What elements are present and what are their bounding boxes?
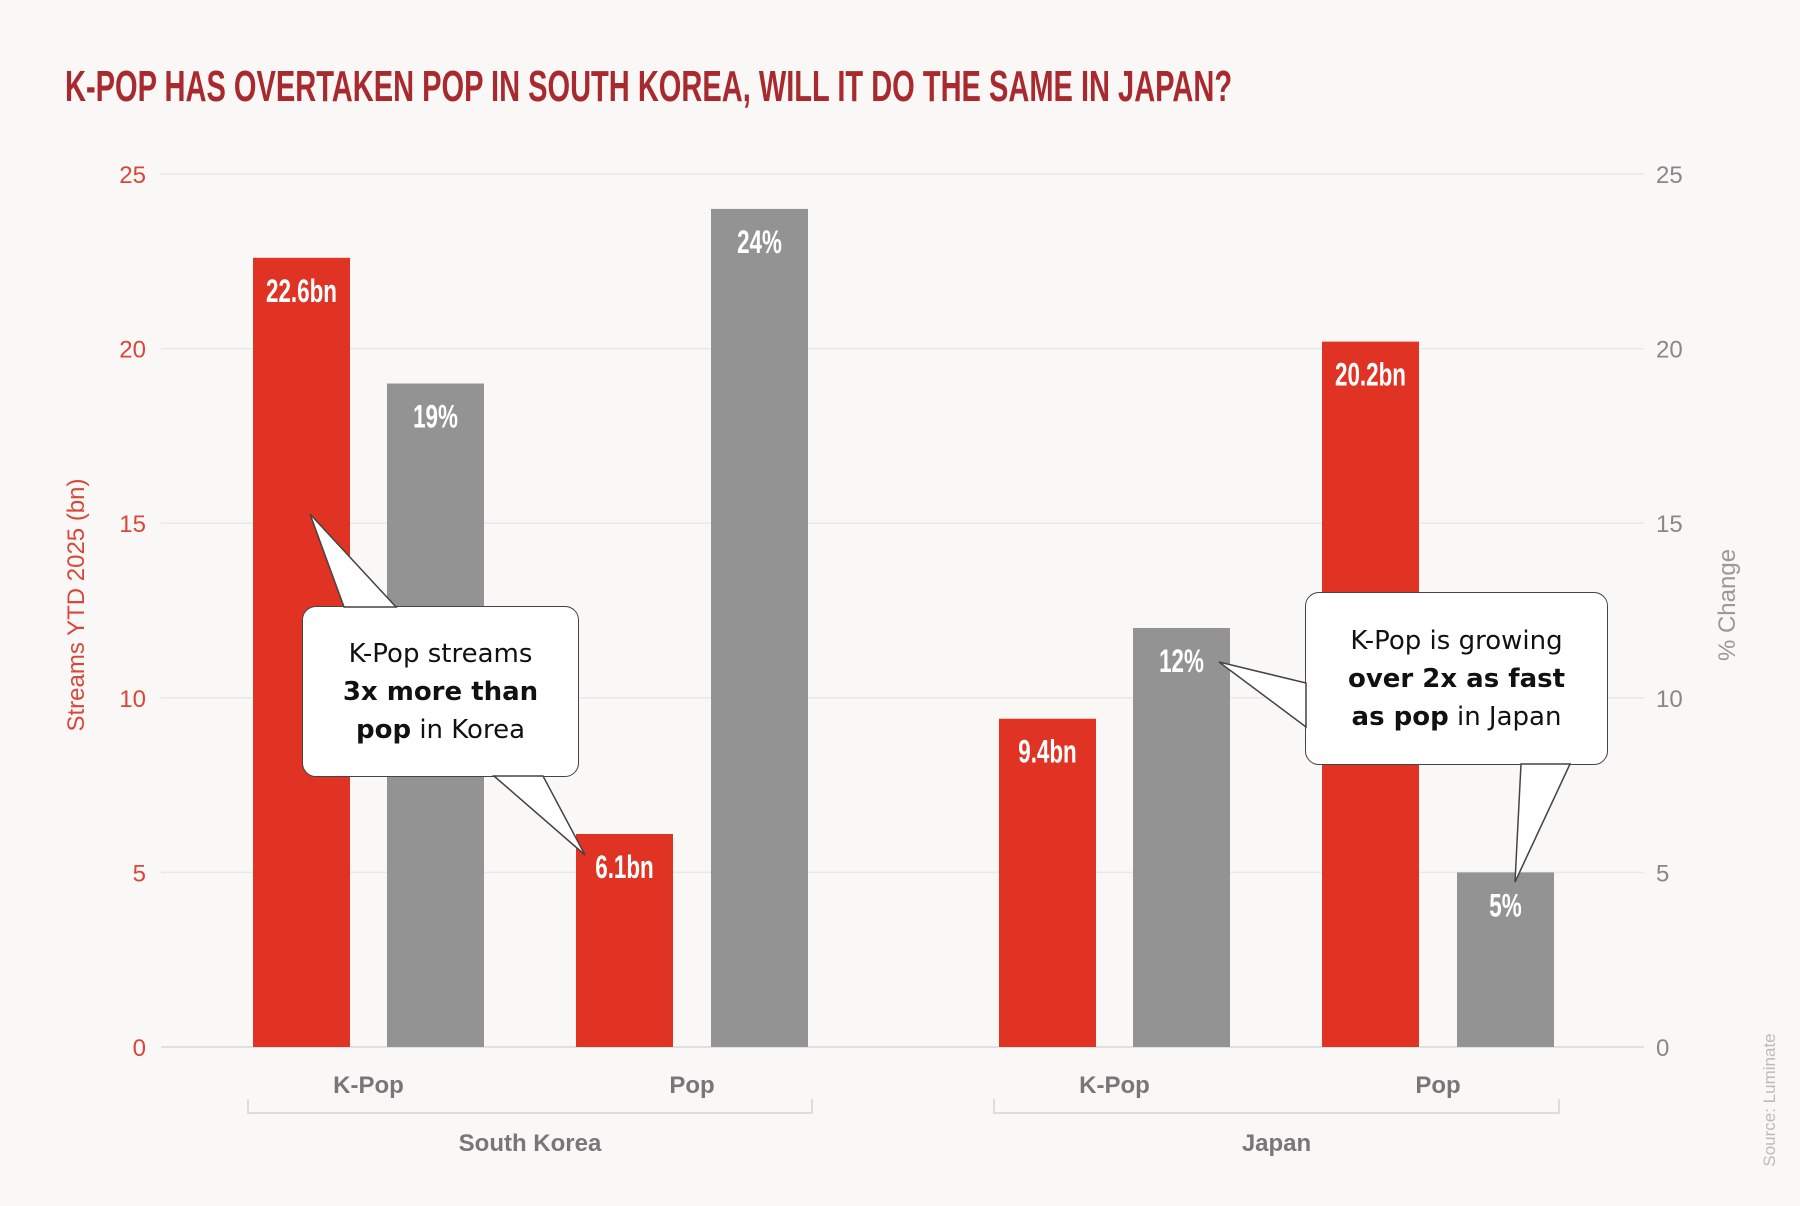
y2-tick-label: 25 xyxy=(1656,162,1683,189)
annotation-text: 3x more than xyxy=(342,676,539,707)
bar-value-label: 5% xyxy=(1489,887,1521,923)
y2-tick-label: 5 xyxy=(1656,860,1669,887)
annotation-text: K-Pop streams xyxy=(348,638,533,669)
x-group-label: South Korea xyxy=(459,1130,602,1157)
group-bracket xyxy=(247,1099,813,1114)
bar-change xyxy=(711,208,808,1048)
y-tick-label: 0 xyxy=(133,1035,146,1062)
chart-title: K-POP HAS OVERTAKEN POP IN SOUTH KOREA, … xyxy=(65,62,1233,111)
bar-value-label: 20.2bn xyxy=(1335,357,1406,393)
annotation-text: over 2x as fast xyxy=(1347,663,1566,694)
x-category-label: Pop xyxy=(1415,1072,1460,1099)
y-tick-label: 10 xyxy=(119,686,146,713)
bar-value-label: 22.6bn xyxy=(266,273,337,309)
annotation-japan: K-Pop is growing over 2x as fast as pop … xyxy=(1305,592,1608,765)
annotation-text: as pop xyxy=(1351,701,1449,732)
y2-tick-label: 10 xyxy=(1656,686,1683,713)
bar-streams xyxy=(576,833,673,1047)
annotation-text: in Japan xyxy=(1448,701,1562,732)
y2-axis-title: % Change xyxy=(1714,549,1741,661)
bar-value-label: 12% xyxy=(1159,643,1204,679)
annotation-text: pop xyxy=(355,714,412,745)
y-tick-label: 5 xyxy=(133,860,146,887)
x-group-label: Japan xyxy=(1242,1130,1311,1157)
bar-value-label: 9.4bn xyxy=(1018,734,1076,770)
annotation-text: K-Pop is growing xyxy=(1350,625,1563,656)
y-tick-label: 15 xyxy=(119,511,146,538)
source-note: Source: Luminate xyxy=(1760,1033,1779,1166)
bar-value-label: 24% xyxy=(737,224,782,260)
bar-change xyxy=(1457,872,1554,1047)
bar-value-label: 19% xyxy=(413,399,458,435)
annotation-korea: K-Pop streams 3x more than pop in Korea xyxy=(302,606,579,777)
annotation-text: in Korea xyxy=(411,714,526,745)
bar-change xyxy=(1133,627,1230,1047)
x-category-label: K-Pop xyxy=(333,1072,404,1099)
y-tick-label: 25 xyxy=(119,162,146,189)
x-category-label: Pop xyxy=(669,1072,714,1099)
y-axis-title: Streams YTD 2025 (bn) xyxy=(63,479,90,732)
y-tick-label: 20 xyxy=(119,337,146,364)
y2-tick-label: 0 xyxy=(1656,1035,1669,1062)
y2-tick-label: 20 xyxy=(1656,337,1683,364)
y2-tick-label: 15 xyxy=(1656,511,1683,538)
x-category-label: K-Pop xyxy=(1079,1072,1150,1099)
group-bracket xyxy=(993,1099,1560,1114)
bar-streams xyxy=(999,718,1096,1047)
bar-value-label: 6.1bn xyxy=(595,849,653,885)
